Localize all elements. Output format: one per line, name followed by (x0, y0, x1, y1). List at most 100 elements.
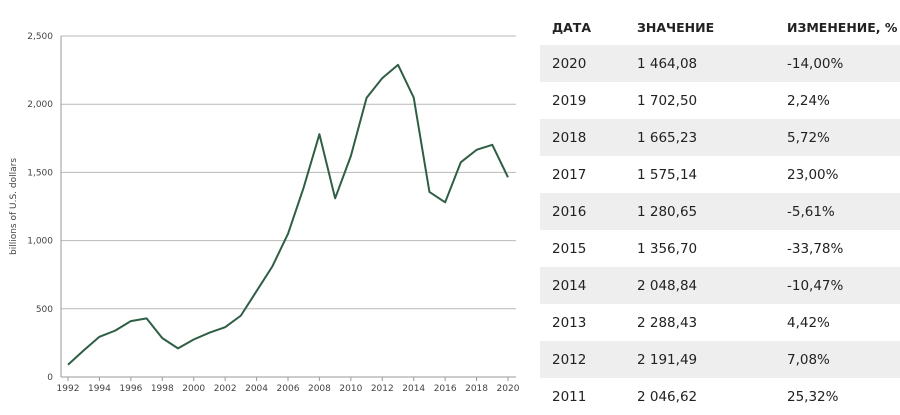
cell-date: 2019 (540, 82, 625, 119)
cell-value: 1 464,08 (625, 45, 775, 82)
data-point (83, 349, 85, 351)
data-point (287, 233, 289, 235)
y-tick-label: 2,000 (27, 100, 53, 110)
table-row: 2018 1 665,23 5,72% (540, 119, 900, 156)
y-tick-label: 0 (47, 373, 53, 383)
data-point (114, 330, 116, 332)
y-tick-label: 500 (36, 305, 53, 315)
cell-value: 2 191,49 (625, 341, 775, 378)
x-tick-label: 2000 (182, 384, 205, 394)
cell-value: 1 665,23 (625, 119, 775, 156)
table-row: 2012 2 191,49 7,08% (540, 341, 900, 378)
data-point (240, 315, 242, 317)
table-header-row: ДАТА ЗНАЧЕНИЕ ИЗМЕНЕНИЕ, % (540, 10, 900, 45)
data-point (318, 133, 320, 135)
y-tick-label: 1,500 (27, 168, 53, 178)
y-tick-labels: 0 500 1,000 1,500 2,000 2,500 (27, 32, 53, 383)
table-row: 2015 1 356,70 -33,78% (540, 230, 900, 267)
cell-change: 2,24% (775, 82, 900, 119)
cell-value: 1 356,70 (625, 230, 775, 267)
data-point (208, 332, 210, 334)
cell-value: 1 280,65 (625, 193, 775, 230)
data-point (224, 326, 226, 328)
y-tick-label: 1,000 (27, 237, 53, 247)
data-point (350, 155, 352, 157)
table-row: 2014 2 048,84 -10,47% (540, 267, 900, 304)
data-point (256, 290, 258, 292)
data-point (366, 97, 368, 99)
data-point (146, 317, 148, 319)
data-point (161, 337, 163, 339)
cell-date: 2018 (540, 119, 625, 156)
x-tick-label: 2016 (434, 384, 457, 394)
cell-change: 25,32% (775, 378, 900, 415)
cell-value: 2 048,84 (625, 267, 775, 304)
x-tick-label: 2006 (277, 384, 300, 394)
cell-change: -5,61% (775, 193, 900, 230)
cell-value: 1 575,14 (625, 156, 775, 193)
cell-value: 2 046,62 (625, 378, 775, 415)
data-point (428, 191, 430, 193)
cell-change: 4,42% (775, 304, 900, 341)
x-tick-label: 2012 (371, 384, 394, 394)
x-tick-labels: 1992 1994 1996 1998 2000 2002 2004 2006 2008 2010… (57, 384, 520, 394)
x-tick-label: 2002 (214, 384, 237, 394)
cell-change: -33,78% (775, 230, 900, 267)
data-point (271, 266, 273, 268)
x-tick-label: 2010 (339, 384, 362, 394)
x-tick-label: 1998 (151, 384, 174, 394)
table-row: 2020 1 464,08 -14,00% (540, 45, 900, 82)
data-point (491, 144, 493, 146)
cell-date: 2017 (540, 156, 625, 193)
data-point (303, 186, 305, 188)
cell-change: 5,72% (775, 119, 900, 156)
x-tick-label: 1994 (88, 384, 111, 394)
data-point (98, 336, 100, 338)
x-tick-label: 2020 (497, 384, 520, 394)
data-point (177, 347, 179, 349)
header-change: ИЗМЕНЕНИЕ, % (775, 10, 900, 45)
data-point (334, 197, 336, 199)
table-row: 2013 2 288,43 4,42% (540, 304, 900, 341)
cell-change: -14,00% (775, 45, 900, 82)
data-point (67, 364, 69, 366)
table-body: 2020 1 464,08 -14,00% 2019 1 702,50 2,24% 2018… (540, 45, 900, 415)
series-line (67, 63, 509, 366)
data-point (193, 338, 195, 340)
data-point (130, 320, 132, 322)
table-row: 2017 1 575,14 23,00% (540, 156, 900, 193)
y-tick-label: 2,500 (27, 32, 53, 42)
cell-value: 1 702,50 (625, 82, 775, 119)
data-point (476, 149, 478, 151)
x-tick-label: 2008 (308, 384, 331, 394)
data-table: ДАТА ЗНАЧЕНИЕ ИЗМЕНЕНИЕ, % 2020 1 464,08-… (540, 10, 900, 415)
cell-change: 7,08% (775, 341, 900, 378)
data-point (413, 97, 415, 99)
cell-change: 23,00% (775, 156, 900, 193)
cell-date: 2011 (540, 378, 625, 415)
x-tick-label: 1992 (57, 384, 80, 394)
x-tick-label: 1996 (119, 384, 142, 394)
table-row: 2019 1 702,50 2,24% (540, 82, 900, 119)
cell-change: -10,47% (775, 267, 900, 304)
x-tick-label: 2018 (465, 384, 488, 394)
table-row: 2011 2 046,62 25,32% (540, 378, 900, 415)
cell-date: 2013 (540, 304, 625, 341)
data-point (460, 161, 462, 163)
cell-date: 2016 (540, 193, 625, 230)
data-point (507, 176, 509, 178)
header-date: ДАТА (540, 10, 625, 45)
cell-date: 2014 (540, 267, 625, 304)
cell-date: 2020 (540, 45, 625, 82)
x-tick-label: 2014 (402, 384, 425, 394)
cell-date: 2012 (540, 341, 625, 378)
axes (60, 36, 516, 381)
y-axis-label: billions of U.S. dollars (9, 158, 19, 255)
x-tick-label: 2004 (245, 384, 268, 394)
table-row: 2016 1 280,65 -5,61% (540, 193, 900, 230)
cell-date: 2015 (540, 230, 625, 267)
data-point (444, 201, 446, 203)
gridlines (61, 35, 516, 310)
cell-value: 2 288,43 (625, 304, 775, 341)
